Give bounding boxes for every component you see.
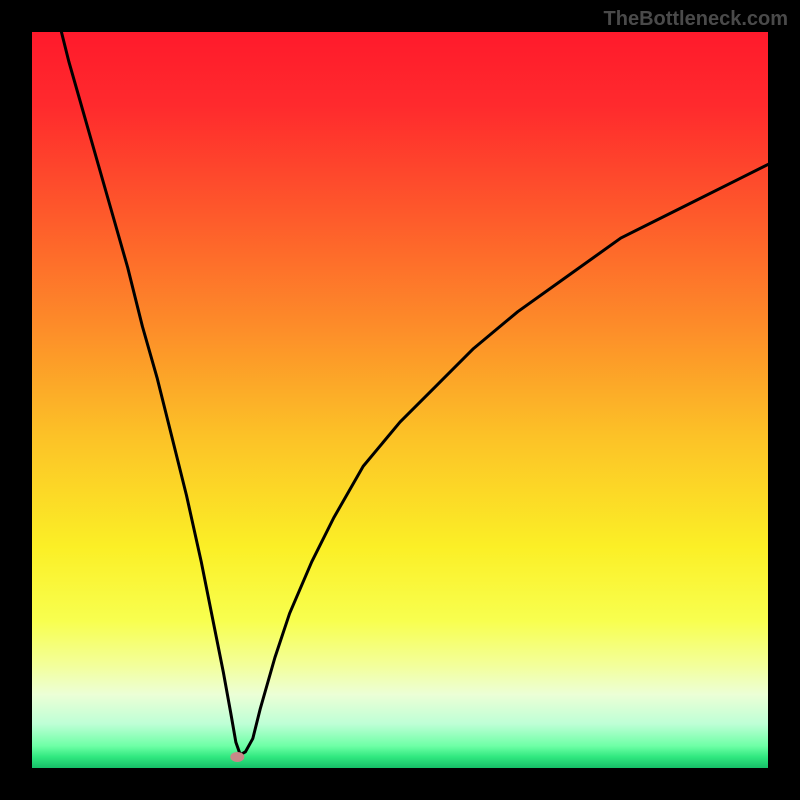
chart-background bbox=[32, 32, 768, 768]
watermark-text: TheBottleneck.com bbox=[604, 8, 788, 31]
minimum-marker bbox=[230, 752, 244, 762]
chart-plot-area bbox=[32, 32, 768, 768]
chart-svg bbox=[32, 32, 768, 768]
